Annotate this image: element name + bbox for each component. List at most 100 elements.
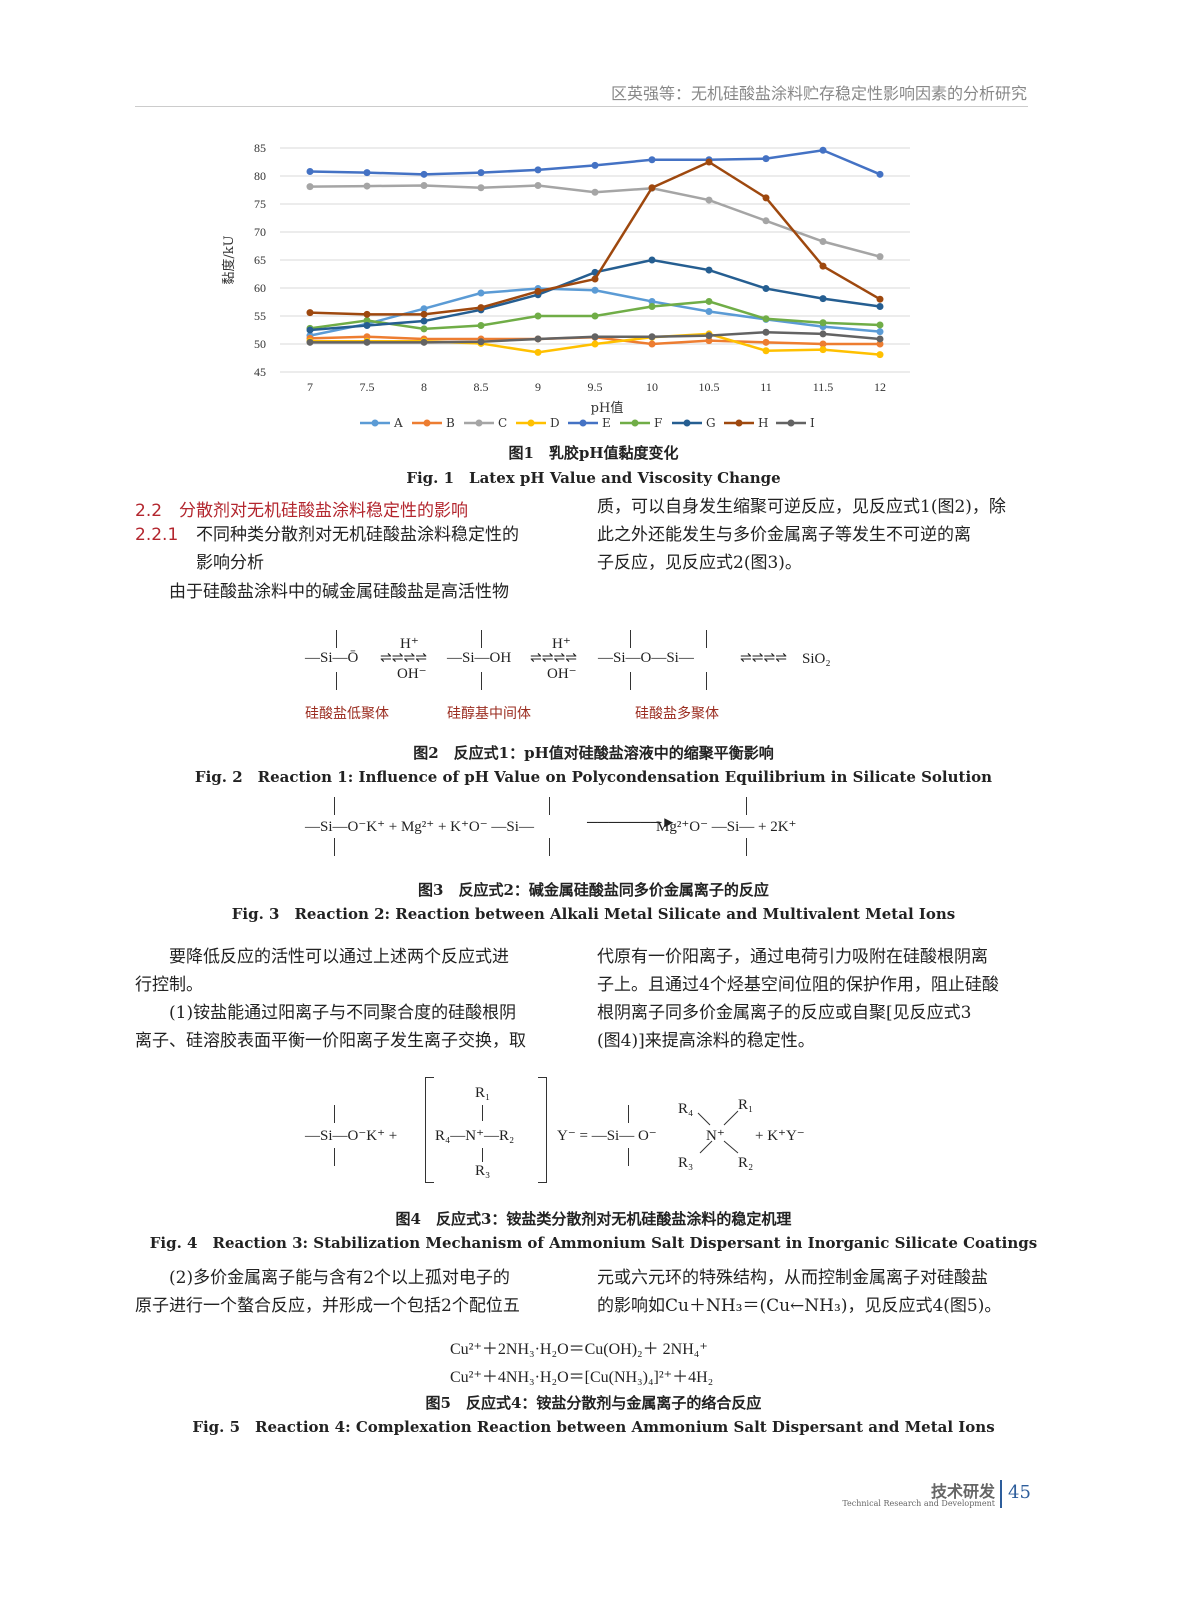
series-line-A [309, 287, 881, 337]
legend-marker-F [631, 419, 639, 427]
data-point-E [534, 166, 542, 174]
sio2: SiO₂ [802, 651, 831, 667]
section-heading: 2.2 分散剂对无机硅酸盐涂料稳定性的影响 [135, 501, 469, 521]
x-tick-label: 9 [535, 380, 541, 394]
data-point-D [534, 348, 542, 356]
equation-2: Cu²⁺＋4NH₃·H₂O＝[Cu(NH₃)₄]²⁺＋4H₂ [450, 1369, 714, 1386]
text-line: 离子、硅溶胶表面平衡一价阳离子发生离子交换，取 [135, 1031, 526, 1051]
data-point-I [876, 335, 884, 343]
product-silicate: Y⁻ = —Si— O⁻ [557, 1128, 657, 1144]
text-line: 元或六元环的特殊结构，从而控制金属离子对硅酸盐 [597, 1268, 988, 1288]
ammonium: R₄—N⁺—R₂ [435, 1128, 515, 1144]
y-axis-label: 黏度/kU [221, 235, 237, 284]
data-point-F [591, 312, 599, 320]
r3: R₃ [475, 1163, 491, 1179]
h-plus: H⁺ [400, 636, 419, 652]
data-point-E [363, 169, 371, 177]
data-point-C [591, 188, 599, 196]
products: Mg²⁺O⁻ —Si— + 2K⁺ [656, 819, 797, 835]
x-tick-label: 7.5 [360, 380, 375, 394]
x-tick-label: 11 [760, 380, 772, 394]
x-tick-label: 9.5 [588, 380, 603, 394]
data-point-C [477, 184, 485, 192]
x-tick-label: 10 [646, 380, 658, 394]
data-point-C [762, 217, 770, 225]
data-point-F [534, 312, 542, 320]
text-line: 根阴离子同多价金属离子的反应或自聚[见反应式3 [597, 1003, 972, 1023]
r1: R₁ [738, 1097, 754, 1113]
fig4-caption-en: Fig. 4 Reaction 3: Stabilization Mechani… [149, 1234, 1038, 1252]
legend-label: I [810, 416, 815, 430]
paragraph-right-2: 代原有一价阳离子，通过电荷引力吸附在硅酸根阴离 子上。且通过4个烃基空间位阻的保… [597, 943, 999, 1055]
bracket-left [425, 1077, 434, 1183]
data-point-H [819, 262, 827, 270]
data-point-A [705, 308, 713, 316]
legend-label: G [706, 416, 716, 430]
paragraph-left-3: (2)多价金属离子能与含有2个以上孤对电子的 原子进行一个螯合反应，并形成一个包… [135, 1264, 520, 1320]
legend-label: C [498, 416, 507, 430]
text-line: 行控制。 [135, 975, 203, 995]
bracket-right [538, 1077, 547, 1183]
r2: R₂ [738, 1155, 754, 1171]
data-point-I [534, 335, 542, 343]
data-point-I [705, 332, 713, 340]
y-tick-label: 75 [254, 197, 266, 211]
subsection-number: 2.2.1 [135, 525, 179, 545]
data-point-C [363, 182, 371, 190]
data-point-E [819, 146, 827, 154]
legend-marker-A [371, 419, 379, 427]
legend-label: D [550, 416, 560, 430]
label-polymer: 硅酸盐多聚体 [635, 706, 719, 722]
r1: R₁ [475, 1085, 491, 1101]
data-point-F [819, 319, 827, 327]
text-line: 原子进行一个螯合反应，并形成一个包括2个配位五 [135, 1296, 520, 1316]
data-point-H [591, 275, 599, 283]
text-line: (2)多价金属离子能与含有2个以上孤对电子的 [135, 1268, 510, 1288]
data-point-D [876, 351, 884, 359]
text-line: 此之外还能发生与多价金属离子等发生不可逆的离 [597, 525, 971, 545]
y-tick-label: 55 [254, 309, 266, 323]
fig5-caption-cn: 图5 反应式4：铵盐分散剂与金属离子的络合反应 [425, 1394, 762, 1412]
y-tick-label: 70 [254, 225, 266, 239]
data-point-F [648, 302, 656, 310]
fig1-caption-en: Fig. 1 Latex pH Value and Viscosity Chan… [406, 469, 781, 487]
data-point-C [876, 253, 884, 261]
x-tick-label: 11.5 [813, 380, 834, 394]
data-point-D [819, 346, 827, 354]
fig3-caption-cn: 图3 反应式2：碱金属硅酸盐同多价金属离子的反应 [418, 881, 769, 899]
data-point-I [477, 338, 485, 346]
data-point-H [363, 310, 371, 318]
legend-label: E [602, 416, 611, 430]
viscosity-line-chart: 45 50 55 60 65 70 75 80 85 7 7.5 8 8.5 9 9.5 10 10.5 11 11… [221, 141, 910, 430]
r4: R₄ [678, 1101, 694, 1117]
text-line: 子上。且通过4个烃基空间位阻的保护作用，阻止硅酸 [597, 975, 999, 995]
data-point-H [705, 158, 713, 166]
x-tick-label: 8.5 [474, 380, 489, 394]
equation-1: Cu²⁺＋2NH₃·H₂O＝Cu(OH)₂＋ 2NH₄⁺ [450, 1341, 708, 1358]
footer-section-en: Technical Research and Development [842, 1499, 995, 1508]
data-point-I [363, 338, 371, 346]
label-intermediate: 硅醇基中间体 [447, 706, 531, 722]
page-number: 45 [1008, 1482, 1031, 1503]
legend-label: F [654, 416, 662, 430]
oh-minus: OH⁻ [397, 666, 427, 682]
x-axis-label: pH值 [591, 400, 624, 416]
fig3-caption-en: Fig. 3 Reaction 2: Reaction between Alka… [231, 905, 956, 923]
legend-marker-I [787, 419, 795, 427]
text-line: 要降低反应的活性可以通过上述两个反应式进 [135, 947, 509, 967]
running-title: 区英强等：无机硅酸盐涂料贮存稳定性影响因素的分析研究 [610, 84, 1027, 103]
data-point-G [306, 326, 314, 334]
equilibrium-arrow: ⇌⇌⇌⇌ [530, 651, 577, 666]
data-point-A [477, 289, 485, 297]
data-point-G [762, 285, 770, 293]
fig5-caption-en: Fig. 5 Reaction 4: Complexation Reaction… [192, 1418, 995, 1436]
fig2-caption-cn: 图2 反应式1：pH值对硅酸盐溶液中的缩聚平衡影响 [413, 744, 774, 762]
data-point-G [363, 322, 371, 330]
data-point-E [306, 168, 314, 176]
legend-marker-C [475, 419, 483, 427]
data-point-F [876, 321, 884, 329]
series-line-C [309, 184, 881, 258]
arrow: ───────► [587, 815, 677, 831]
data-point-H [420, 310, 428, 318]
